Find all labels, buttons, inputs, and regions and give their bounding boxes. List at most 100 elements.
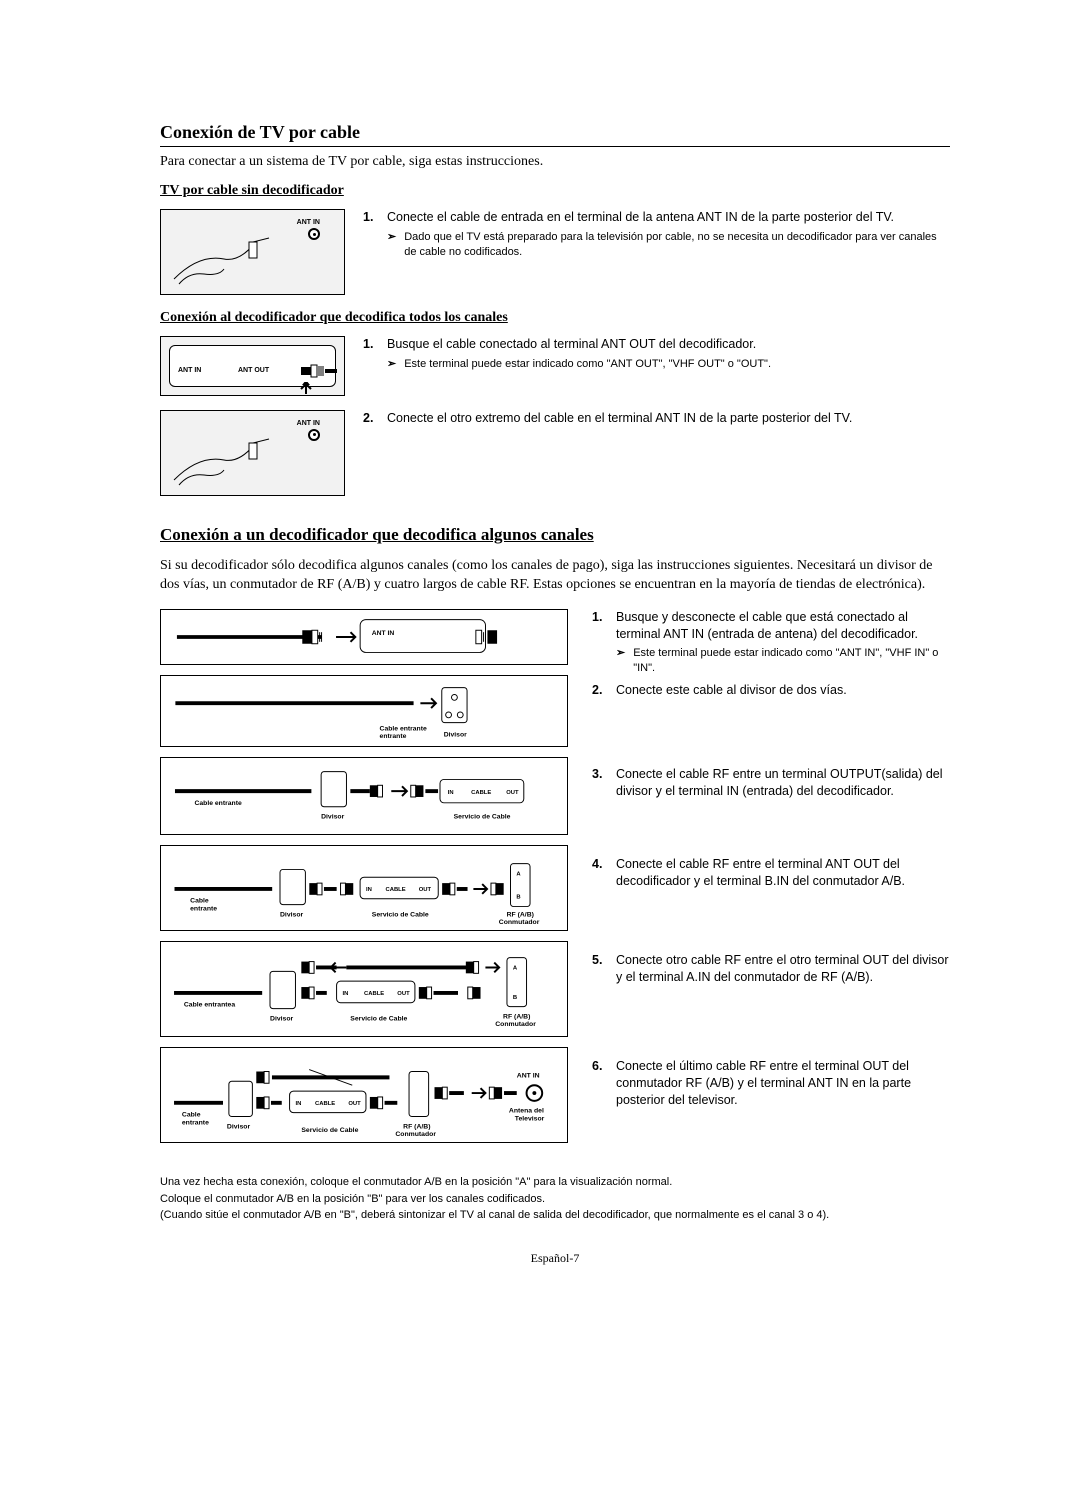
- svg-text:Servicio de Cable: Servicio de Cable: [350, 1015, 407, 1022]
- diagram-step-6: Cable entrante Divisor IN CABLE OUT Serv…: [160, 1047, 568, 1143]
- connector-icon: [301, 364, 341, 378]
- svg-text:CABLE: CABLE: [364, 991, 384, 997]
- section-title-2: Conexión a un decodificador que decodifi…: [160, 524, 950, 547]
- step-num: 1.: [363, 336, 377, 372]
- diagram-step-2: Cable entrante entrante Divisor: [160, 675, 568, 747]
- step-num: 2.: [363, 410, 377, 427]
- step-2-some-channels: 2. Conecte este cable al divisor de dos v…: [592, 682, 950, 760]
- svg-text:RF (A/B): RF (A/B): [503, 1013, 530, 1020]
- step-num: 4.: [592, 856, 606, 946]
- svg-text:OUT: OUT: [419, 887, 432, 893]
- ant-in-label: ANT IN: [178, 366, 201, 375]
- svg-text:Televisor: Televisor: [515, 1115, 545, 1122]
- svg-text:B: B: [516, 894, 520, 900]
- footnote-line: Una vez hecha esta conexión, coloque el …: [160, 1174, 950, 1191]
- step-3-some-channels: 3. Conecte el cable RF entre un terminal …: [592, 766, 950, 850]
- ant-in-label: ANT IN: [297, 218, 320, 227]
- svg-text:Antena del: Antena del: [509, 1107, 544, 1114]
- svg-text:Divisor: Divisor: [280, 911, 303, 918]
- section-title-1: Conexión de TV por cable: [160, 120, 950, 147]
- svg-text:entrante: entrante: [190, 905, 217, 912]
- figure-decoder-box: ANT IN ANT OUT: [160, 336, 345, 396]
- step-num: 6.: [592, 1058, 606, 1158]
- step-text: Busque y desconecte el cable que está co…: [616, 610, 918, 641]
- footnote-line: Coloque el conmutador A/B en la posición…: [160, 1191, 950, 1208]
- diagram-step-5: Cable entrantea Divisor IN CABLE OUT Ser…: [160, 941, 568, 1037]
- section-intro-2: Si su decodificador sólo decodifica algu…: [160, 557, 950, 595]
- diagram-step-4: Cable entrante Divisor IN CABLE OUT Serv…: [160, 845, 568, 931]
- step-text: Conecte el otro extremo del cable en el …: [387, 411, 852, 425]
- svg-text:Servicio de Cable: Servicio de Cable: [372, 911, 429, 918]
- svg-text:CABLE: CABLE: [315, 1100, 335, 1106]
- svg-text:Divisor: Divisor: [227, 1123, 251, 1130]
- svg-text:Divisor: Divisor: [321, 813, 344, 820]
- svg-text:Divisor: Divisor: [270, 1015, 294, 1022]
- coax-icon: [308, 429, 320, 441]
- svg-text:CABLE: CABLE: [385, 887, 405, 893]
- coax-icon: [308, 228, 320, 240]
- hand-cable-sketch: [169, 425, 289, 491]
- footnote-line: (Cuando sitúe el conmutador A/B en "B", …: [160, 1207, 950, 1224]
- svg-text:ANT IN: ANT IN: [517, 1072, 540, 1079]
- section-intro-1: Para conectar a un sistema de TV por cab…: [160, 153, 950, 172]
- svg-text:OUT: OUT: [506, 790, 519, 796]
- svg-text:Cable: Cable: [182, 1111, 201, 1118]
- figure-tv-back: ANT IN: [160, 410, 345, 496]
- svg-text:Divisor: Divisor: [444, 731, 467, 738]
- step-num: 3.: [592, 766, 606, 850]
- svg-text:OUT: OUT: [397, 991, 410, 997]
- page-number: Español-7: [160, 1250, 950, 1266]
- svg-text:Cable: Cable: [190, 897, 209, 904]
- step-text: Conecte otro cable RF entre el otro term…: [616, 953, 949, 984]
- note-arrow-icon: ➢: [387, 230, 396, 260]
- svg-text:Servicio de Cable: Servicio de Cable: [454, 813, 511, 820]
- diagram-step-1: ANT IN: [160, 609, 568, 665]
- footnotes: Una vez hecha esta conexión, coloque el …: [160, 1174, 950, 1224]
- sub-title-no-decoder: TV por cable sin decodificador: [160, 182, 950, 201]
- figure-no-decoder: ANT IN: [160, 209, 345, 295]
- step-text: Conecte el cable RF entre un terminal OU…: [616, 767, 943, 798]
- step-5-some-channels: 5. Conecte otro cable RF entre el otro te…: [592, 952, 950, 1052]
- step-6-some-channels: 6.Conecte el último cable RF entre el te…: [592, 1058, 950, 1158]
- step-text: Conecte el cable RF entre el terminal AN…: [616, 857, 905, 888]
- step-2-alldecoder: 2. Conecte el otro extremo del cable en …: [363, 410, 950, 427]
- step-note: Dado que el TV está preparado para la te…: [404, 230, 950, 260]
- svg-text:RF (A/B): RF (A/B): [403, 1123, 430, 1130]
- arrow-up-icon: [299, 382, 313, 396]
- step-text: Conecte este cable al divisor de dos vía…: [616, 683, 847, 697]
- svg-text:Conmutador: Conmutador: [499, 919, 540, 926]
- svg-text:Servicio de Cable: Servicio de Cable: [301, 1127, 358, 1134]
- svg-text:Conmutador: Conmutador: [495, 1021, 536, 1028]
- svg-text:IN: IN: [448, 790, 454, 796]
- svg-text:Cable entrante: Cable entrante: [380, 725, 427, 732]
- step-text: Conecte el último cable RF entre el term…: [616, 1059, 911, 1107]
- svg-text:Cable entrante: Cable entrante: [194, 799, 242, 806]
- svg-text:ANT IN: ANT IN: [372, 630, 395, 637]
- step-note: Este terminal puede estar indicado como …: [404, 357, 771, 372]
- hand-cable-sketch: [169, 224, 289, 290]
- svg-text:IN: IN: [295, 1100, 301, 1106]
- svg-text:entrante: entrante: [182, 1119, 209, 1126]
- step-num: 1.: [363, 209, 377, 260]
- ant-in-label: ANT IN: [297, 419, 320, 428]
- note-arrow-icon: ➢: [387, 357, 396, 372]
- diagram-step-3: Cable entrante Divisor IN CABLE OUT Serv…: [160, 757, 568, 835]
- note-arrow-icon: ➢: [616, 646, 625, 676]
- ant-out-label: ANT OUT: [238, 366, 269, 375]
- step-1-nodecoder: 1. Conecte el cable de entrada en el ter…: [363, 209, 950, 260]
- svg-text:CABLE: CABLE: [471, 790, 491, 796]
- step-1-alldecoder: 1. Busque el cable conectado al terminal…: [363, 336, 950, 372]
- svg-text:B: B: [513, 994, 517, 1000]
- step-num: 1.: [592, 609, 606, 676]
- step-text: Conecte el cable de entrada en el termin…: [387, 210, 894, 224]
- step-num: 2.: [592, 682, 606, 760]
- step-1-some-channels: 1. Busque y desconecte el cable que está …: [592, 609, 950, 676]
- svg-text:OUT: OUT: [348, 1100, 361, 1106]
- svg-text:Cable entrantea: Cable entrantea: [184, 1001, 236, 1008]
- svg-text:IN: IN: [366, 887, 372, 893]
- step-4-some-channels: 4. Conecte el cable RF entre el terminal …: [592, 856, 950, 946]
- step-num: 5.: [592, 952, 606, 1052]
- svg-text:Conmutador: Conmutador: [395, 1131, 436, 1138]
- step-note: Este terminal puede estar indicado como …: [633, 646, 950, 676]
- svg-text:IN: IN: [342, 991, 348, 997]
